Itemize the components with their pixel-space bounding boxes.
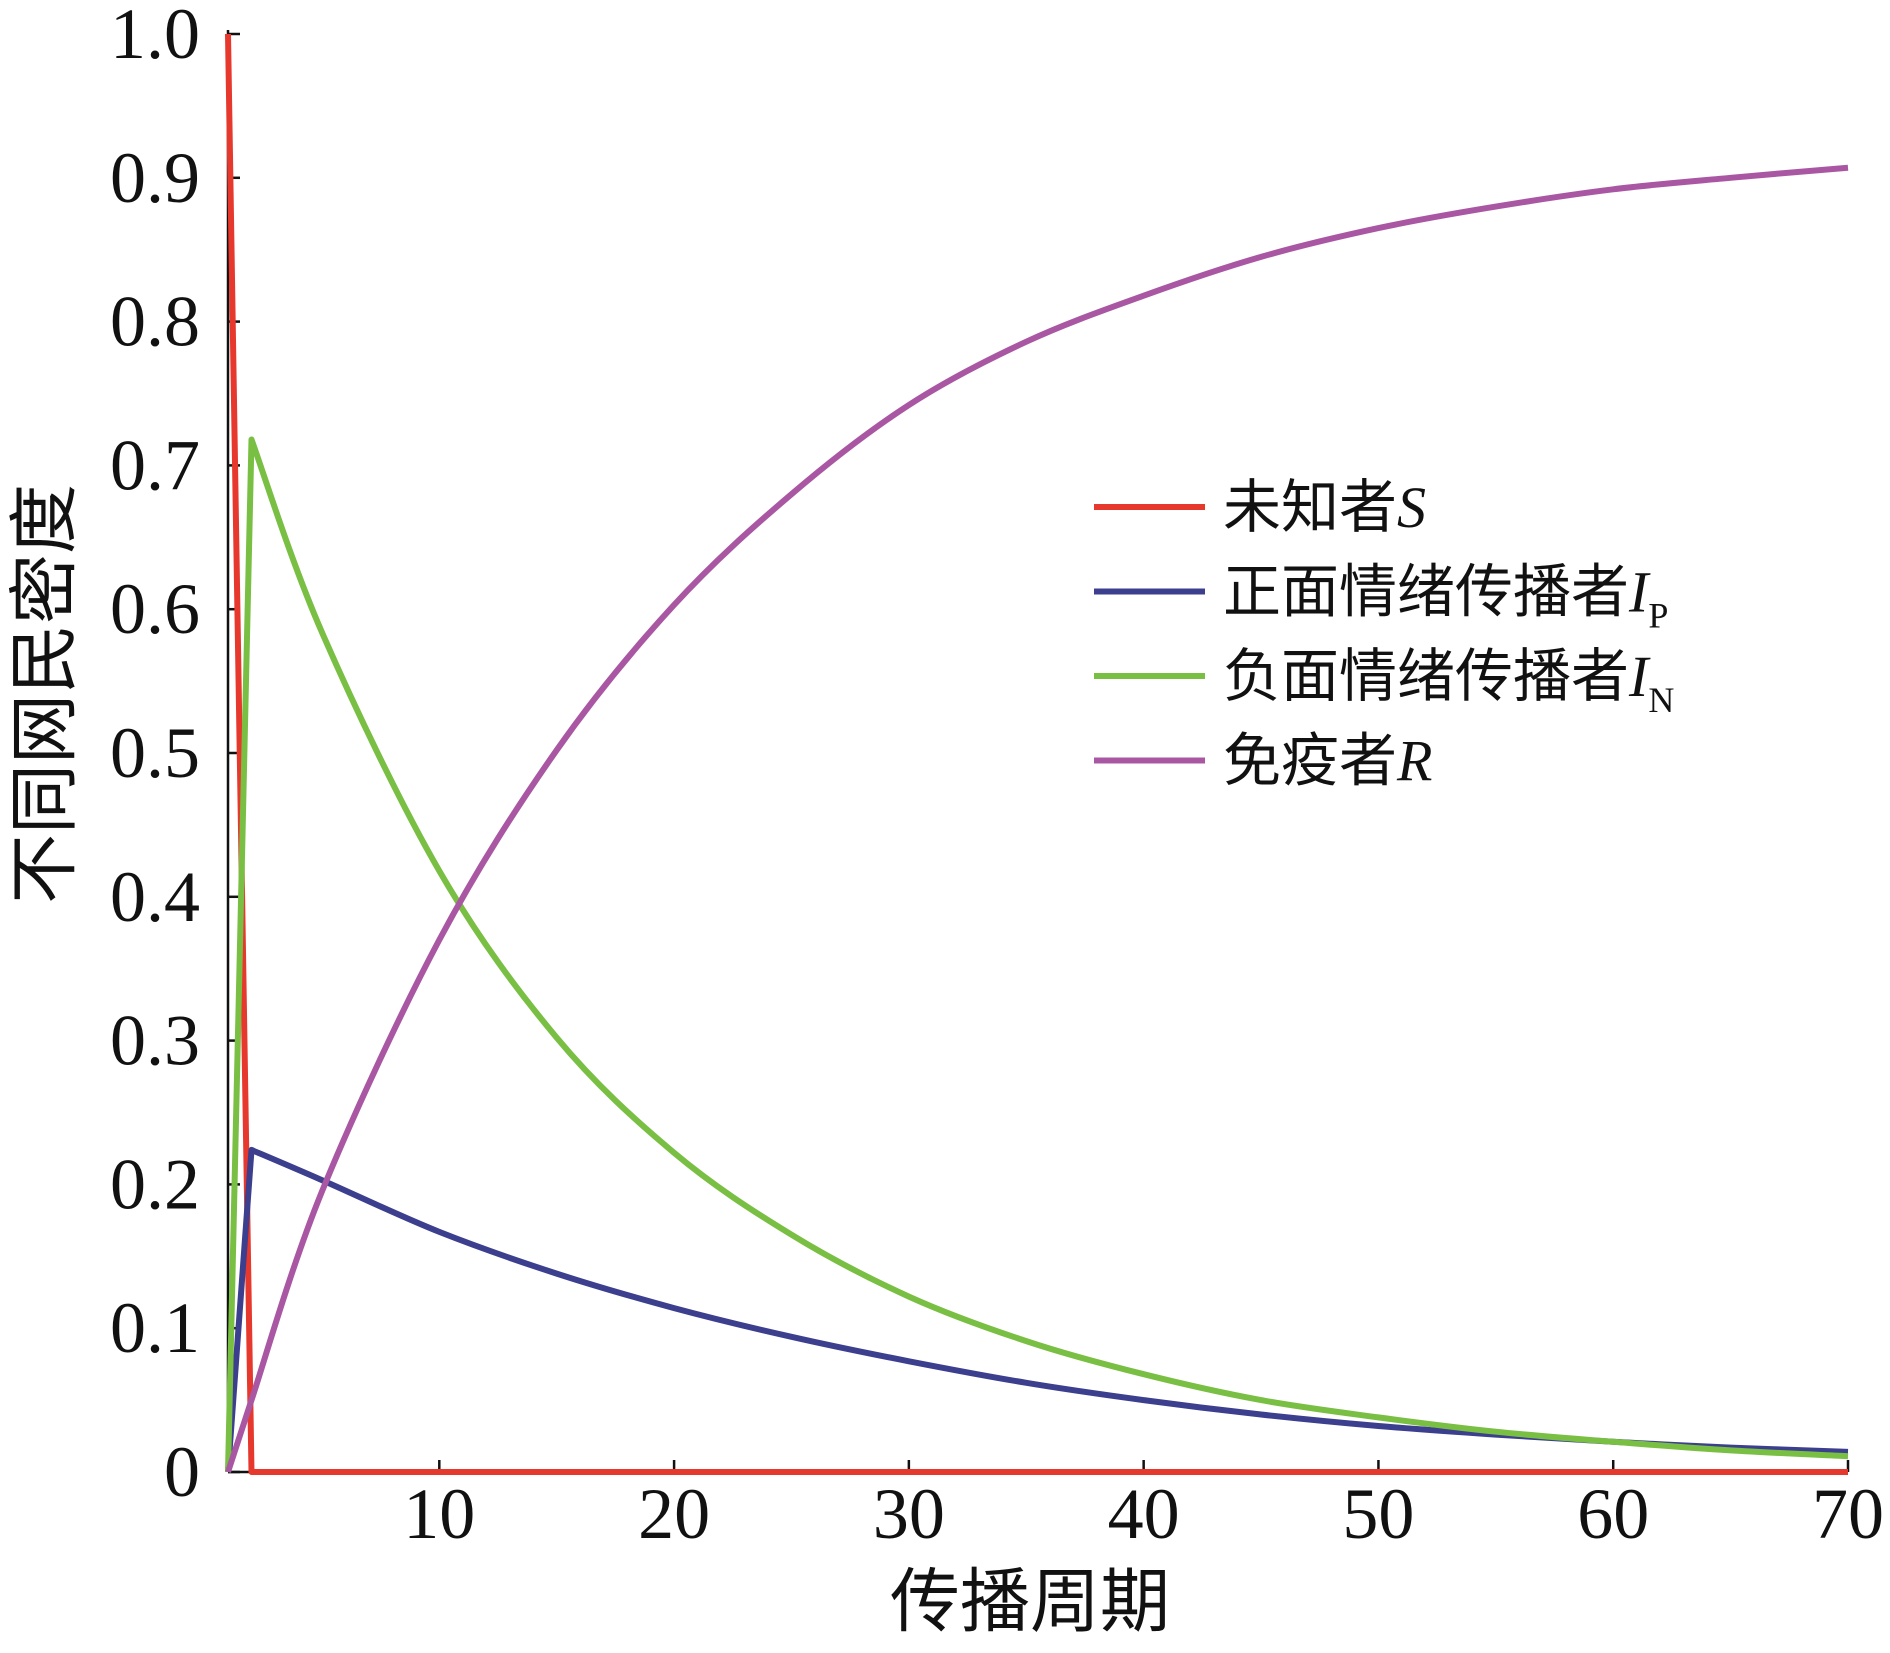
- y-tick-label: 0: [164, 1432, 200, 1512]
- series-lines: [225, 33, 1849, 1476]
- legend-symbol: I: [1628, 559, 1651, 624]
- series-line-R: [225, 164, 1849, 1473]
- x-tick-label: 20: [638, 1474, 710, 1554]
- axes: [226, 30, 1848, 1474]
- y-tick-label: 0.9: [110, 138, 200, 218]
- legend-symbol: R: [1396, 728, 1432, 793]
- y-tick-label: 1.0: [110, 0, 200, 74]
- y-tick-label: 0.3: [110, 1001, 200, 1081]
- legend-symbol: S: [1397, 475, 1426, 540]
- x-tick-label: 50: [1342, 1474, 1414, 1554]
- legend-symbol: I: [1628, 644, 1651, 709]
- y-tick-label: 0.5: [110, 713, 200, 793]
- legend-name: 未知者: [1223, 475, 1397, 540]
- series-line-IP: [225, 1146, 1849, 1473]
- series-line-IN: [225, 436, 1849, 1473]
- legend-entry-IN: 负面情绪传播者IN: [1223, 644, 1674, 721]
- legend-name: 负面情绪传播者: [1223, 644, 1629, 709]
- legend-name: 免疫者: [1223, 728, 1397, 793]
- legend-name: 正面情绪传播者: [1223, 559, 1629, 624]
- x-axis-label: 传播周期: [890, 1565, 1170, 1642]
- series-line-S: [225, 33, 1848, 1476]
- y-tick-label: 0.1: [110, 1288, 200, 1368]
- legend-entry-S: 未知者S: [1223, 475, 1426, 540]
- y-tick-label: 0.7: [110, 425, 200, 505]
- y-tick-label: 0.2: [110, 1144, 200, 1224]
- legend-subscript: P: [1648, 596, 1668, 636]
- y-tick-label: 0.8: [110, 282, 200, 362]
- y-axis-label: 不同网民密度: [8, 484, 85, 904]
- x-tick-label: 60: [1577, 1474, 1649, 1554]
- y-tick-label: 0.6: [110, 569, 200, 649]
- y-tick-label: 0.4: [110, 857, 200, 937]
- legend-entry-R: 免疫者R: [1223, 728, 1432, 793]
- x-tick-label: 30: [873, 1474, 945, 1554]
- x-tick-label: 70: [1812, 1474, 1884, 1554]
- ticks: 0 0.1 0.2 0.3 0.4 0.5 0.6 0.7 0.8 0.9 1.0 10 20 30 40 5…: [110, 0, 1884, 1554]
- x-tick-label: 40: [1108, 1474, 1180, 1554]
- x-tick-label: 10: [403, 1474, 475, 1554]
- legend-subscript: N: [1648, 680, 1674, 720]
- legend-entry-IP: 正面情绪传播者IP: [1223, 559, 1668, 636]
